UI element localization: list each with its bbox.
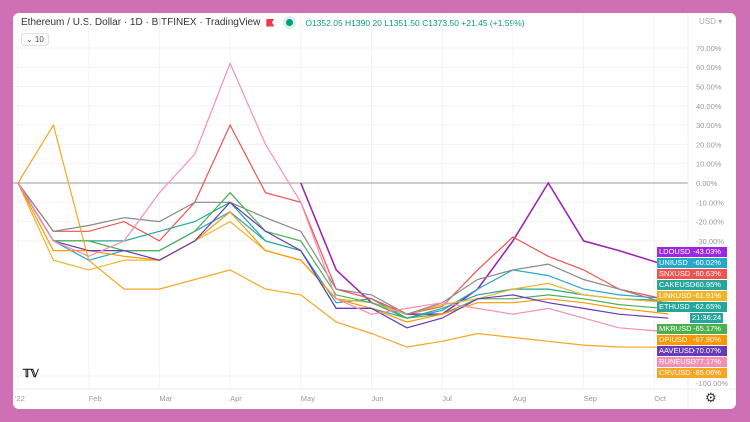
x-tick-label: Feb [89,394,102,403]
y-tick-label: 60.00% [696,63,722,72]
series-label-uniusd: UNIUSD -60.02% [657,258,727,268]
series-name: RUNEUSD [659,357,697,366]
series-label-linkusd: LINKUSD -61.91% [657,291,727,301]
flag-icon[interactable] [266,18,275,27]
series-name: ETHUSD [659,302,690,311]
y-tick-label: -10.00% [696,198,724,207]
series-value: -70.07% [693,346,721,355]
x-tick-label: Jun [372,394,384,403]
x-tick-label: Aug [513,394,526,403]
y-tick-label: 70.00% [696,44,722,53]
series-name: SNXUSD [659,269,691,278]
x-tick-label: Sep [584,394,597,403]
series-label-runeusd: RUNEUSD -77.17% [657,357,727,367]
series-label-crvusd: CRVUSD -85.06% [657,368,727,378]
series-label-ethusd: ETHUSD -62.65% [657,302,727,312]
series-value: -60.02% [693,258,721,267]
y-tick-label: 20.00% [696,140,722,149]
series-label-cakeusd: CAKEUSD -60.95% [657,280,727,290]
series-value: -60.63% [693,269,721,278]
series-value: -62.65% [693,302,721,311]
ohlc-values: O1352.05 H1390.20 L1351.50 C1373.50 +21.… [305,17,525,28]
series-value: -77.17% [693,357,721,366]
series-name: CRVUSD [659,368,691,377]
y-tick-label: -20.00% [696,218,724,227]
symbol-title[interactable]: Ethereum / U.S. Dollar · 1D · BITFINEX ·… [21,17,261,28]
y-tick-label: 0.00% [696,179,718,188]
y-tick-label: -30.00% [696,237,724,246]
x-tick-label: May [301,394,315,403]
y-tick-label: 10.00% [696,160,722,169]
series-line-crvusd[interactable] [17,123,669,348]
series-line-aaveusd[interactable] [17,182,669,329]
chart-plot[interactable]: 70.00% 60.00% 50.00% 40.00% 30.00% 20.00% 10.0… [13,13,736,409]
chart-header: Ethereum / U.S. Dollar · 1D · BITFINEX ·… [21,17,525,28]
x-tick-label: Oct [654,394,667,403]
x-tick-label: '22 [15,394,25,403]
series-label-ldousd: LDOUSD -43.03% [657,247,727,257]
series-value: -43.03% [693,247,721,256]
series-label-mkrusd: MKRUSD -65.17% [657,324,727,334]
series-name: LINKUSD [659,291,692,300]
y-tick-label: 30.00% [696,121,722,130]
indicators-toggle[interactable]: ⌄ 10 [21,33,49,46]
y-tick-label: -100.00% [696,379,728,388]
series-name: LDOUSD [659,247,691,256]
x-tick-label: Jul [442,394,452,403]
series-value: -85.06% [693,368,721,377]
series-name: CAKEUSD [659,280,696,289]
series-name: DPIUSD [659,335,688,344]
series-name: AAVEUSD [659,346,695,355]
eth-countdown: 21:36:24 [690,313,724,323]
series-line-runeusd[interactable] [17,61,669,333]
tradingview-logo[interactable]: 𝕋𝕍 [23,368,39,380]
series-value: -61.91% [693,291,721,300]
y-tick-label: 40.00% [696,102,722,111]
y-tick-label: 50.00% [696,83,722,92]
series-value: -60.95% [693,280,721,289]
chart-panel[interactable]: Ethereum / U.S. Dollar · 1D · BITFINEX ·… [13,13,736,409]
currency-select[interactable]: USD ▾ [699,17,723,26]
gear-icon[interactable]: ⚙ [705,390,717,405]
series-label-aaveusd: AAVEUSD -70.07% [657,346,727,356]
series-name: UNIUSD [659,258,688,267]
market-status-icon [286,19,294,26]
series-value: -67.80% [693,335,721,344]
series-line-ethusd[interactable] [17,182,669,315]
series-label-dpiusd: DPIUSD -67.80% [657,335,727,345]
series-name: MKRUSD [659,324,692,333]
x-tick-label: Mar [159,394,172,403]
x-tick-label: Apr [230,394,242,403]
series-value: -65.17% [693,324,721,333]
series-label-snxusd: SNXUSD -60.63% [657,269,727,279]
